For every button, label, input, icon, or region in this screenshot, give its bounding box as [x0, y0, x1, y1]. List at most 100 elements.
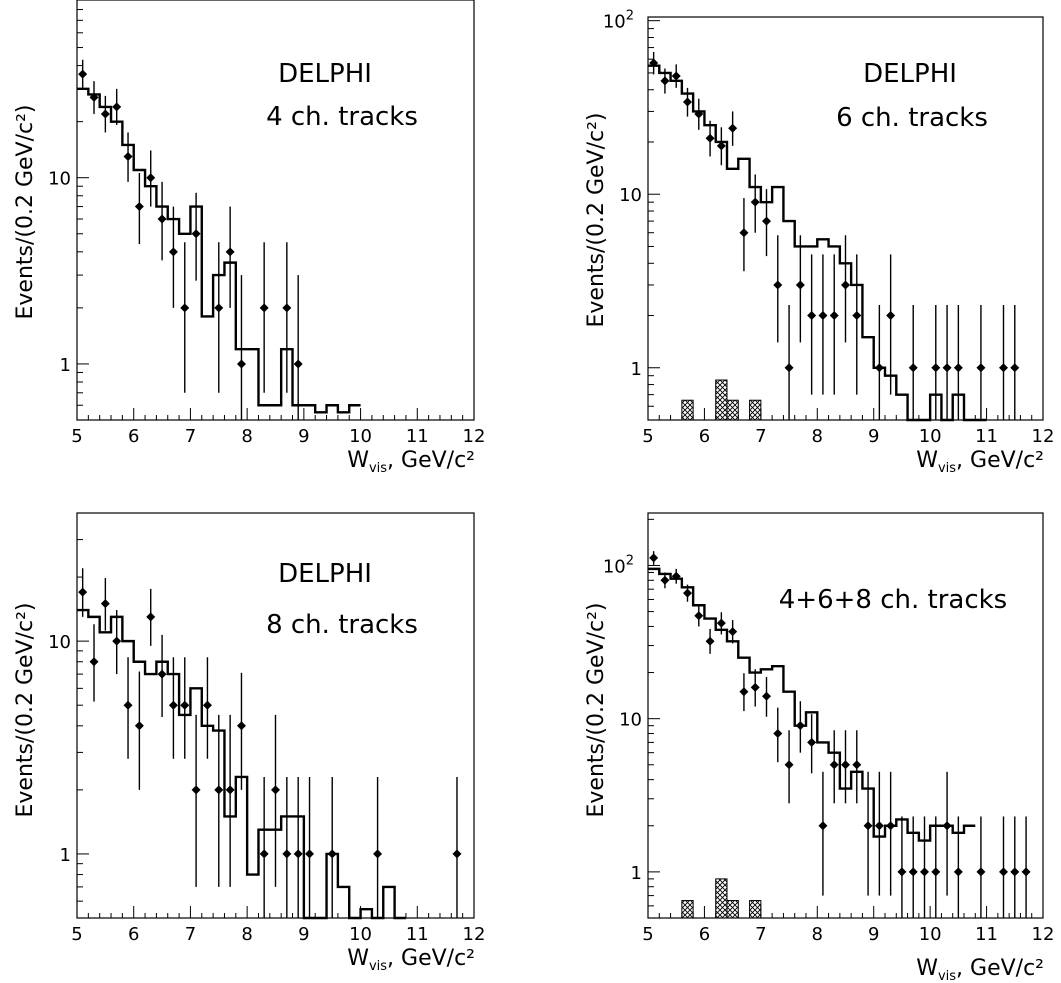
x-tick-label: 10 — [919, 426, 942, 447]
data-marker — [157, 669, 167, 679]
x-tick-label: 7 — [185, 924, 196, 945]
data-marker — [305, 849, 315, 859]
data-point — [784, 304, 794, 420]
data-point — [293, 776, 303, 918]
x-tick-label: 9 — [298, 426, 309, 447]
data-point — [863, 771, 873, 896]
data-point — [908, 816, 918, 918]
x-tick-label: 11 — [406, 426, 429, 447]
data-point — [999, 304, 1008, 420]
data-marker — [773, 729, 783, 739]
data-point — [191, 192, 201, 281]
data-marker — [282, 303, 292, 313]
data-marker — [214, 785, 224, 795]
x-tick-label: 10 — [349, 426, 372, 447]
data-point — [649, 551, 659, 565]
data-point — [999, 816, 1008, 918]
data-marker — [112, 102, 122, 112]
data-marker — [976, 363, 986, 373]
data-point — [1010, 304, 1020, 420]
x-tick-label: 8 — [812, 924, 823, 945]
data-marker — [89, 92, 99, 102]
x-tick-label: 9 — [868, 426, 879, 447]
data-point — [694, 98, 704, 130]
data-marker — [1010, 363, 1020, 373]
data-point — [728, 111, 738, 146]
x-tick-label: 12 — [463, 426, 486, 447]
data-marker — [874, 821, 884, 831]
x-axis-label: Wvis, GeV/c² — [916, 448, 1044, 476]
data-point — [259, 242, 269, 393]
data-point — [728, 620, 738, 644]
data-marker — [976, 867, 986, 877]
annotation-track-count: 6 ch. tracks — [836, 103, 988, 133]
x-tick-label: 6 — [699, 426, 710, 447]
data-point — [271, 714, 280, 887]
data-marker — [214, 303, 224, 313]
data-point — [671, 568, 681, 584]
data-marker — [829, 311, 839, 321]
y-tick-label-exponent: 2 — [626, 9, 634, 24]
annotation-track-count: 4 ch. tracks — [266, 102, 418, 132]
data-marker — [452, 849, 462, 859]
shaded-bin — [749, 399, 762, 421]
data-marker — [649, 553, 659, 563]
data-point — [1010, 816, 1020, 918]
data-marker — [863, 821, 873, 831]
data-marker — [293, 359, 303, 369]
x-tick-label: 12 — [1032, 924, 1055, 945]
data-point — [180, 242, 190, 393]
data-marker — [683, 588, 692, 598]
data-point — [660, 68, 670, 94]
data-point — [976, 816, 986, 918]
data-point — [168, 206, 178, 308]
data-point — [134, 172, 144, 245]
data-marker — [146, 173, 156, 183]
data-point — [897, 816, 907, 918]
data-point — [795, 235, 805, 343]
data-point — [705, 628, 715, 654]
panel-8-tracks: Events/(0.2 GeV/c²) Wvis, GeV/c² DELPHI … — [13, 512, 485, 974]
data-point — [327, 776, 337, 918]
data-point — [920, 816, 929, 918]
data-marker — [1021, 867, 1031, 877]
data-point — [225, 206, 235, 308]
y-tick-label: 1 — [60, 355, 71, 376]
data-marker — [236, 721, 246, 731]
shaded-bin — [681, 399, 694, 421]
data-point — [660, 572, 670, 589]
data-marker — [784, 760, 794, 770]
data-point — [807, 254, 817, 395]
data-point — [236, 672, 246, 790]
data-marker — [157, 214, 167, 224]
data-point — [293, 275, 303, 420]
data-marker — [795, 280, 805, 290]
data-point — [649, 51, 659, 75]
data-marker — [886, 821, 896, 831]
data-marker — [773, 280, 783, 290]
data-point — [683, 87, 692, 117]
data-point — [716, 612, 726, 635]
data-marker — [908, 867, 918, 877]
data-marker — [671, 571, 681, 581]
annotation-experiment: DELPHI — [278, 559, 372, 589]
data-marker — [660, 575, 670, 585]
y-tick-label: 102 — [603, 9, 634, 33]
data-point — [886, 771, 896, 896]
data-marker — [293, 849, 303, 859]
x-tick-label: 8 — [241, 426, 252, 447]
data-point — [100, 95, 110, 133]
y-tick-label: 10 — [619, 185, 642, 206]
data-point — [773, 235, 783, 343]
data-marker — [100, 109, 110, 119]
x-tick-label: 9 — [868, 924, 879, 945]
data-marker — [931, 363, 941, 373]
plot-frame — [647, 512, 1044, 919]
data-point — [874, 304, 884, 420]
panel-4-tracks: Events/(0.2 GeV/c²) Wvis, GeV/c² DELPHI … — [13, 0, 485, 476]
data-point — [739, 673, 749, 712]
data-marker — [123, 151, 133, 161]
data-marker — [953, 363, 963, 373]
data-point — [146, 588, 156, 646]
